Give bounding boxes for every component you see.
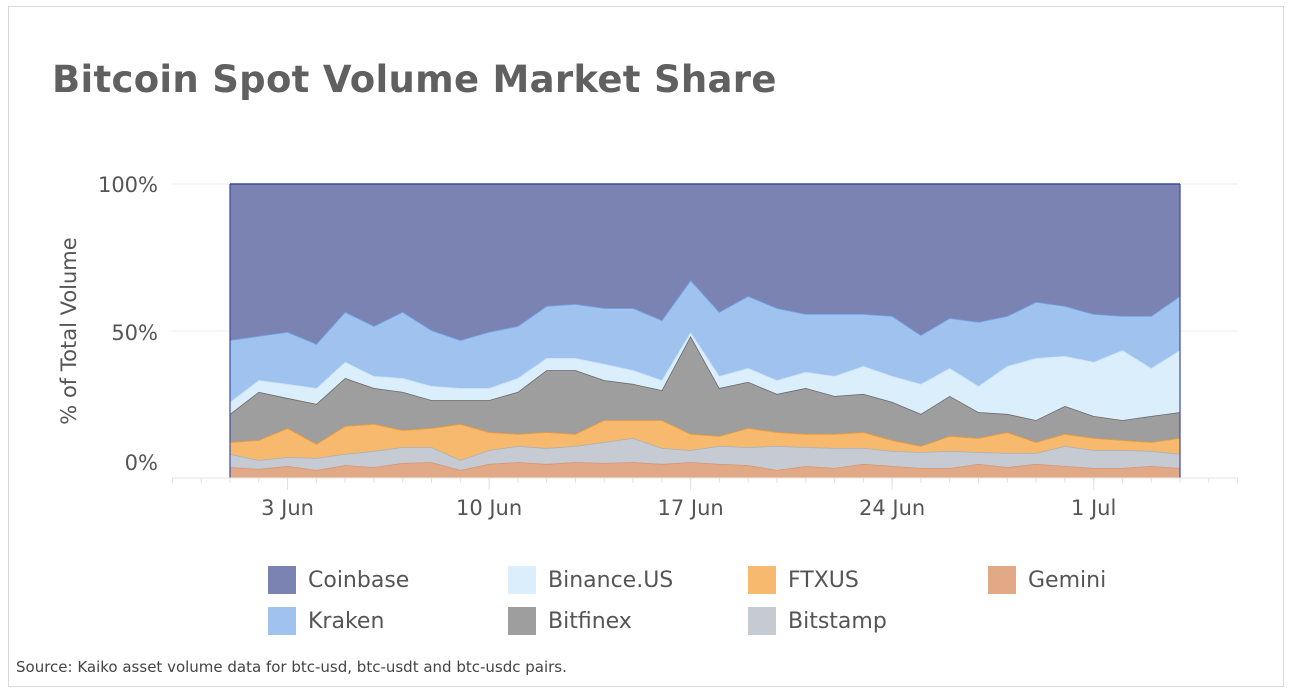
chart-card (8, 6, 1284, 687)
legend-label: Gemini (1028, 567, 1107, 593)
legend-swatch (268, 566, 296, 594)
legend-label: Bitfinex (548, 608, 632, 634)
legend-swatch (508, 607, 536, 635)
legend-label: FTXUS (788, 567, 859, 593)
legend-swatch (268, 607, 296, 635)
legend-label: Kraken (308, 608, 385, 634)
y-axis-label: % of Total Volume (57, 237, 81, 424)
legend-item-bitstamp[interactable]: Bitstamp (748, 606, 887, 636)
legend-label: Coinbase (308, 567, 410, 593)
legend-item-bitfinex[interactable]: Bitfinex (508, 606, 632, 636)
x-tick-label: 24 Jun (859, 496, 925, 520)
area-ftxus (230, 420, 1180, 461)
area-bitstamp (230, 438, 1180, 471)
legend-item-ftxus[interactable]: FTXUS (748, 565, 859, 595)
source-note: Source: Kaiko asset volume data for btc-… (16, 658, 567, 676)
y-tick-label: 50% (111, 321, 158, 345)
area-bitfinex (230, 335, 1180, 446)
x-tick-label: 10 Jun (456, 496, 522, 520)
legend-swatch (508, 566, 536, 594)
x-tick-label: 1 Jul (1071, 496, 1116, 520)
y-tick-label: 0% (125, 451, 158, 475)
x-tick-label: 3 Jun (261, 496, 314, 520)
chart-title: Bitcoin Spot Volume Market Share (52, 58, 777, 101)
legend-item-gemini[interactable]: Gemini (988, 565, 1106, 595)
area-gemini (230, 462, 1180, 478)
y-tick-label: 100% (98, 173, 158, 197)
legend-item-binanceus[interactable]: Binance.US (508, 565, 673, 595)
legend-swatch (988, 566, 1016, 594)
legend-item-coinbase[interactable]: Coinbase (268, 565, 409, 595)
area-kraken (230, 280, 1180, 402)
legend-swatch (748, 566, 776, 594)
x-tick-label: 17 Jun (657, 496, 723, 520)
legend-item-kraken[interactable]: Kraken (268, 606, 384, 636)
legend-swatch (748, 607, 776, 635)
area-coinbase (230, 184, 1180, 344)
legend-label: Binance.US (548, 567, 674, 593)
legend-label: Bitstamp (788, 608, 887, 634)
area-binanceus (230, 331, 1180, 421)
